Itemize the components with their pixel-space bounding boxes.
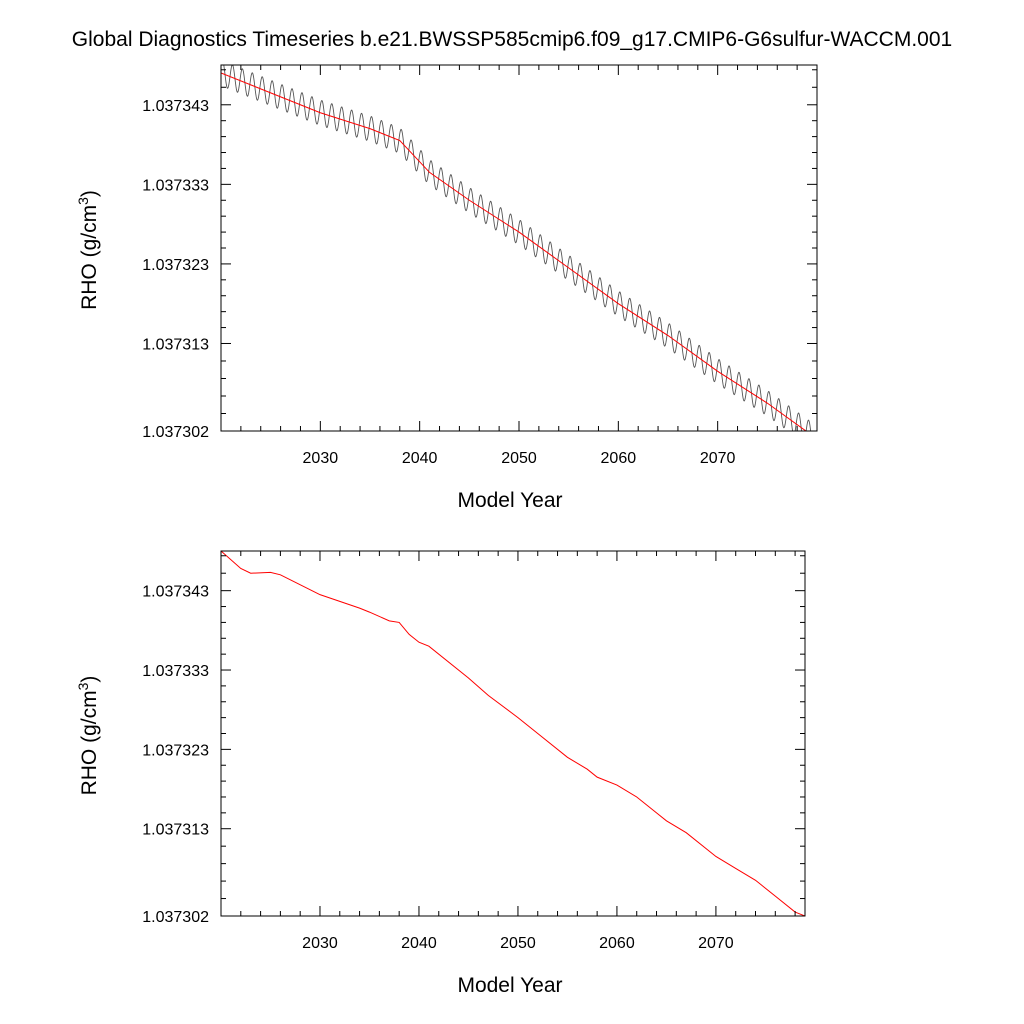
y-tick-label: 1.037323 bbox=[142, 742, 209, 759]
y-tick-label: 1.037333 bbox=[142, 177, 209, 194]
plot-frame bbox=[220, 550, 806, 917]
y-axis-label: RHO (g/cm3) bbox=[75, 676, 101, 796]
x-axis-label: Model Year bbox=[457, 489, 562, 512]
x-tick-label: 2070 bbox=[700, 450, 736, 467]
x-tick-label: 2040 bbox=[402, 450, 438, 467]
y-tick-label: 1.037323 bbox=[142, 257, 209, 274]
x-tick-label: 2070 bbox=[698, 935, 734, 952]
y-tick-label: 1.037313 bbox=[142, 822, 209, 839]
series-line-annual-mean bbox=[221, 72, 807, 431]
x-tick-label: 2040 bbox=[401, 935, 437, 952]
y-tick-label: 1.037343 bbox=[142, 98, 209, 115]
y-axis-label: RHO (g/cm3) bbox=[75, 190, 101, 310]
top-panel: 2030 2040 2050 2060 2070 1.037302 1.037313 1.03… bbox=[75, 64, 818, 512]
x-tick-label: 2050 bbox=[500, 935, 536, 952]
x-tick-label: 2060 bbox=[599, 935, 635, 952]
y-tick-label: 1.037302 bbox=[142, 424, 209, 441]
chart-title: Global Diagnostics Timeseries b.e21.BWSS… bbox=[71, 28, 953, 51]
y-tick-label: 1.037343 bbox=[142, 584, 209, 601]
x-tick-label: 2050 bbox=[501, 450, 537, 467]
bottom-panel: 2030 2040 2050 2060 2070 1.037302 1.037313 1.03… bbox=[75, 550, 806, 997]
y-tick-label: 1.037302 bbox=[142, 909, 209, 926]
y-tick-label: 1.037333 bbox=[142, 663, 209, 680]
x-axis-label: Model Year bbox=[457, 974, 562, 997]
x-tick-label: 2030 bbox=[303, 450, 339, 467]
x-tick-label: 2060 bbox=[601, 450, 637, 467]
plot-frame bbox=[220, 64, 818, 432]
x-tick-label: 2030 bbox=[302, 935, 338, 952]
y-tick-label: 1.037313 bbox=[142, 336, 209, 353]
series-line-raw-monthly bbox=[221, 65, 812, 431]
series-line-annual-mean bbox=[221, 551, 805, 916]
